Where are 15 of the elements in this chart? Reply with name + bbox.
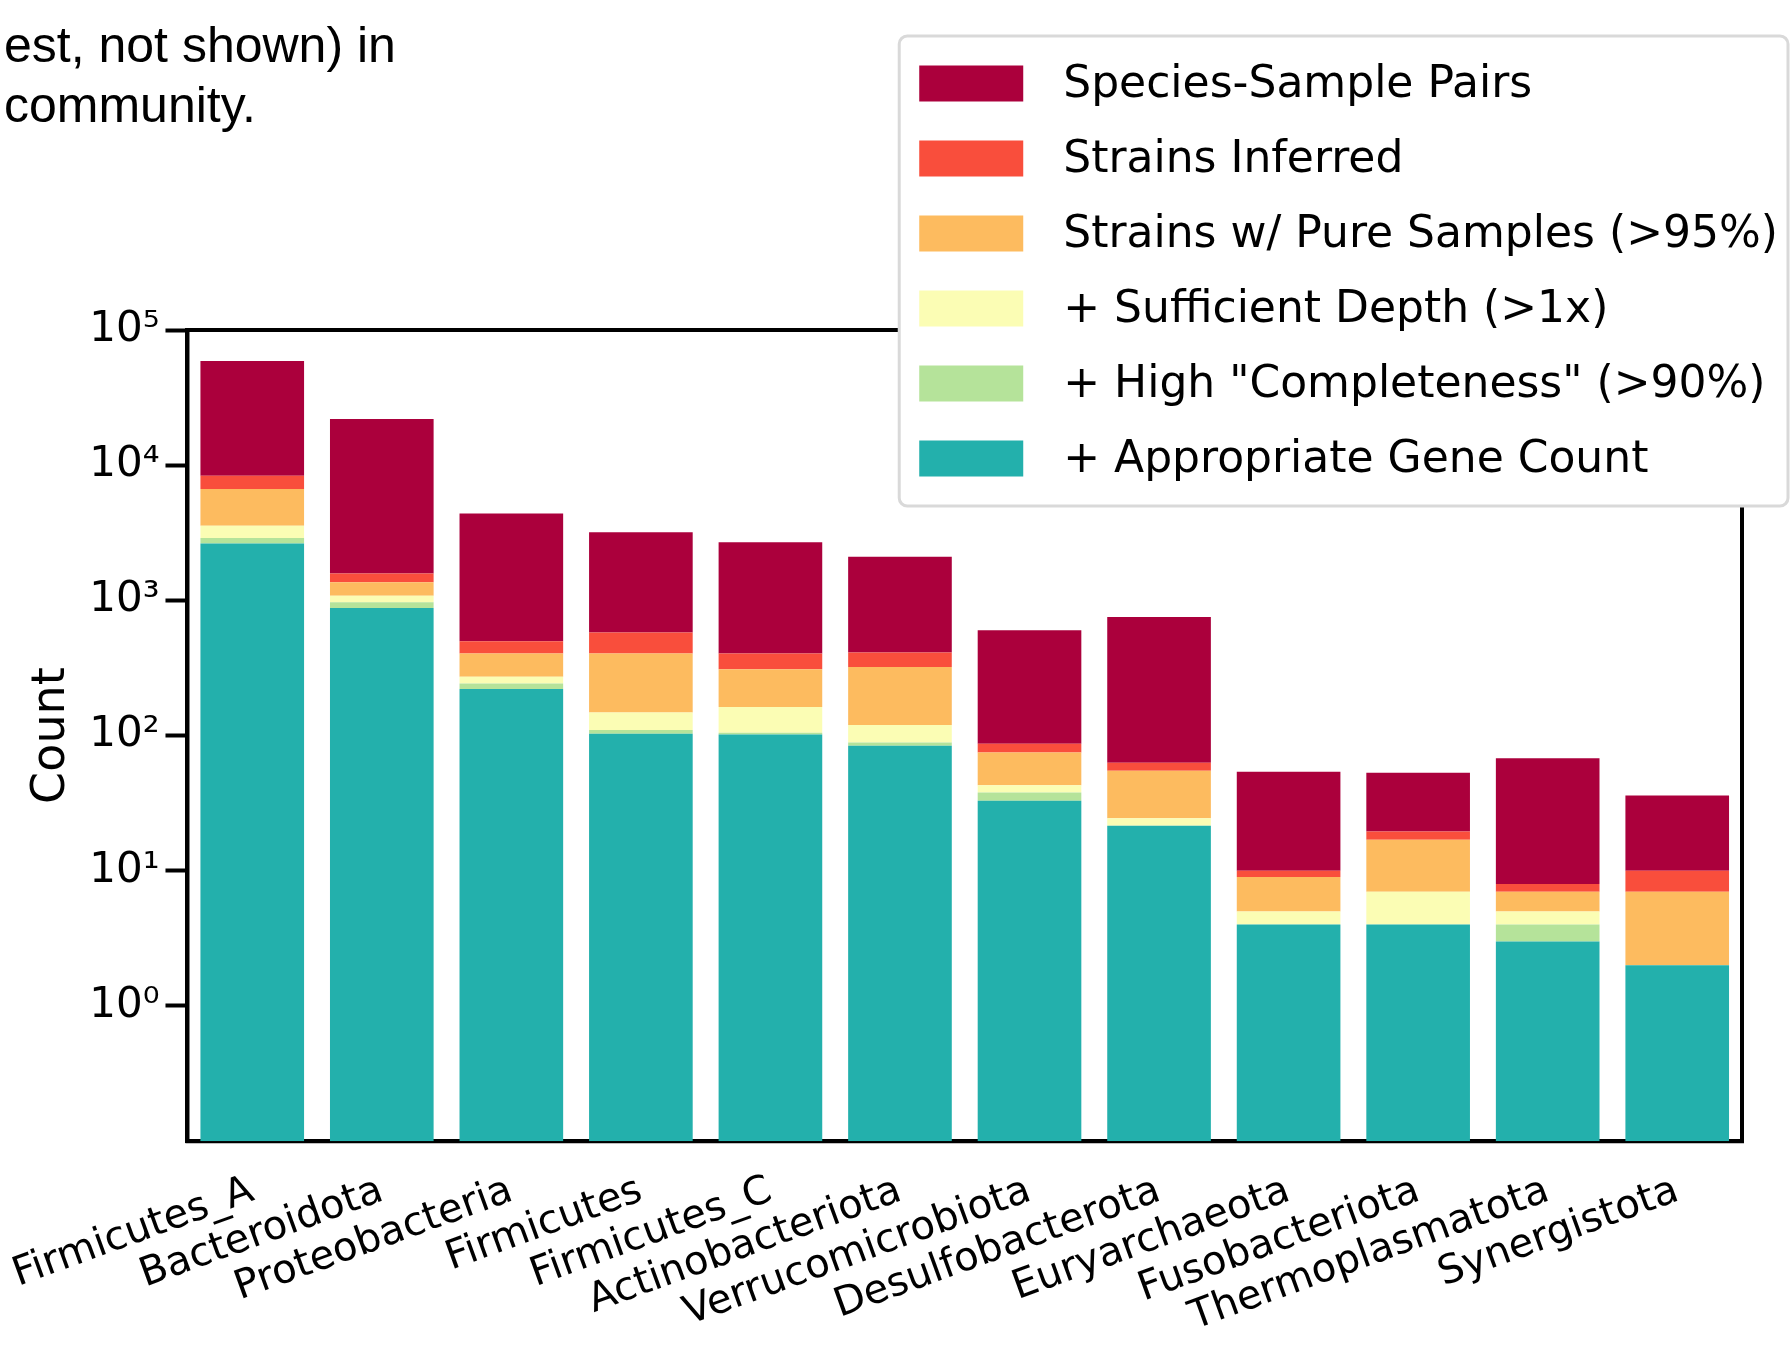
text: community. [4,77,256,133]
y-tick-label: 10⁰ [89,977,160,1027]
y-tick-label: 10¹ [89,842,160,892]
legend-label: + High "Completeness" (>90%) [1063,355,1766,407]
y-tick-label: 10⁵ [89,301,160,351]
text: est, not shown) in [4,17,396,73]
y-axis-title: Count [20,667,75,804]
legend-label: Strains Inferred [1063,130,1404,182]
legend-label: + Appropriate Gene Count [1063,430,1649,482]
legend-label: Strains w/ Pure Samples (>95%) [1063,205,1778,257]
y-tick-label: 10⁴ [89,437,160,487]
y-tick-label: 10³ [89,572,160,622]
y-tick-label: 10² [89,707,160,757]
legend-label: Species-Sample Pairs [1063,55,1533,107]
legend-label: + Sufficient Depth (>1x) [1063,280,1609,332]
